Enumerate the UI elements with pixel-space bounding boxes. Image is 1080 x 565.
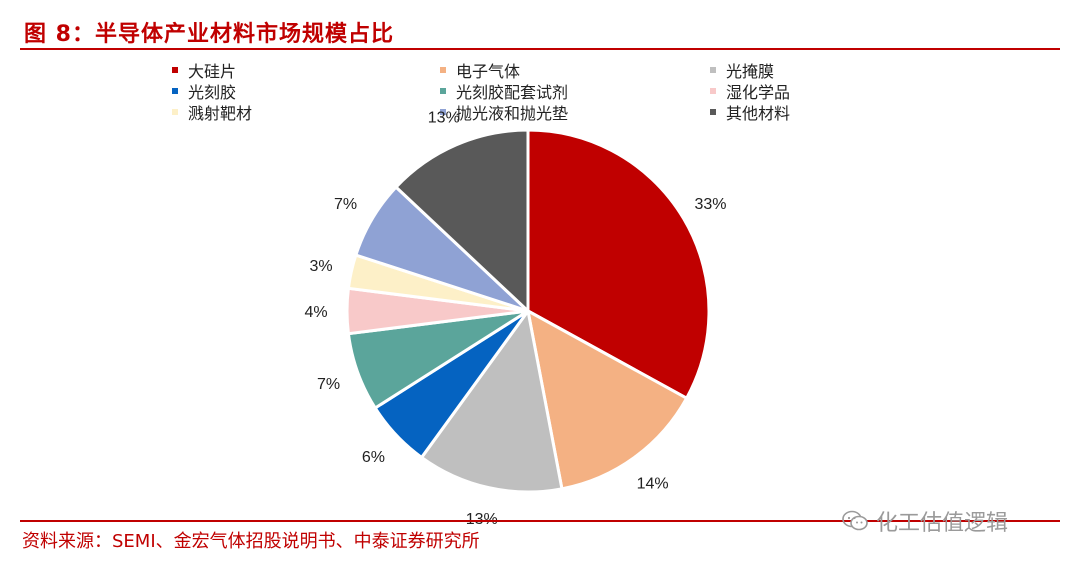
legend-swatch	[172, 109, 178, 115]
legend-label: 光刻胶配套试剂	[456, 83, 569, 102]
legend-item: 溅射靶材	[172, 102, 253, 123]
legend-item: 光刻胶配套试剂	[440, 81, 569, 102]
legend-label: 湿化学品	[726, 83, 791, 102]
legend-label: 抛光液和抛光垫	[456, 104, 569, 123]
legend-swatch	[710, 67, 716, 73]
legend-swatch	[440, 67, 446, 73]
slice-label: 33%	[694, 196, 726, 213]
legend-item: 大硅片	[172, 60, 237, 81]
footer-divider	[20, 520, 1060, 522]
slice-label: 14%	[637, 476, 669, 493]
pie-slice	[526, 128, 711, 400]
legend-swatch	[710, 109, 716, 115]
pie-slice	[394, 128, 530, 313]
slice-label: 3%	[310, 258, 333, 275]
slice-label: 13%	[466, 511, 498, 528]
slice-label: 4%	[304, 304, 327, 321]
legend-item: 湿化学品	[710, 81, 791, 102]
legend-label: 其他材料	[726, 104, 791, 123]
legend-label: 溅射靶材	[188, 104, 253, 123]
legend-swatch	[172, 88, 178, 94]
legend-label: 光掩膜	[726, 62, 775, 81]
page-title: 图 8：半导体产业材料市场规模占比	[24, 22, 394, 47]
legend-item: 电子气体	[440, 60, 521, 81]
wechat-icon	[842, 510, 868, 531]
legend-item: 光掩膜	[710, 60, 775, 81]
watermark: 化工估值逻辑	[842, 505, 1008, 537]
source-note: 资料来源：SEMI、金宏气体招股说明书、中泰证券研究所	[22, 531, 480, 552]
slice-label: 13%	[428, 109, 460, 126]
legend-item: 其他材料	[710, 102, 791, 123]
legend-swatch	[440, 88, 446, 94]
legend-label: 大硅片	[188, 62, 237, 81]
legend-swatch	[172, 67, 178, 73]
pie-slice	[420, 309, 564, 494]
legend-swatch	[710, 88, 716, 94]
legend-item: 抛光液和抛光垫	[440, 102, 569, 123]
legend-label: 光刻胶	[188, 83, 237, 102]
pie-slice	[526, 309, 689, 491]
slice-label: 7%	[317, 376, 340, 393]
slice-label: 7%	[334, 196, 357, 213]
slice-label: 6%	[362, 449, 385, 466]
legend-label: 电子气体	[456, 62, 521, 81]
legend-item: 光刻胶	[172, 81, 237, 102]
watermark-text: 化工估值逻辑	[876, 511, 1009, 536]
title-bar: 图 8：半导体产业材料市场规模占比	[20, 14, 1060, 50]
legend-swatch	[440, 109, 446, 115]
